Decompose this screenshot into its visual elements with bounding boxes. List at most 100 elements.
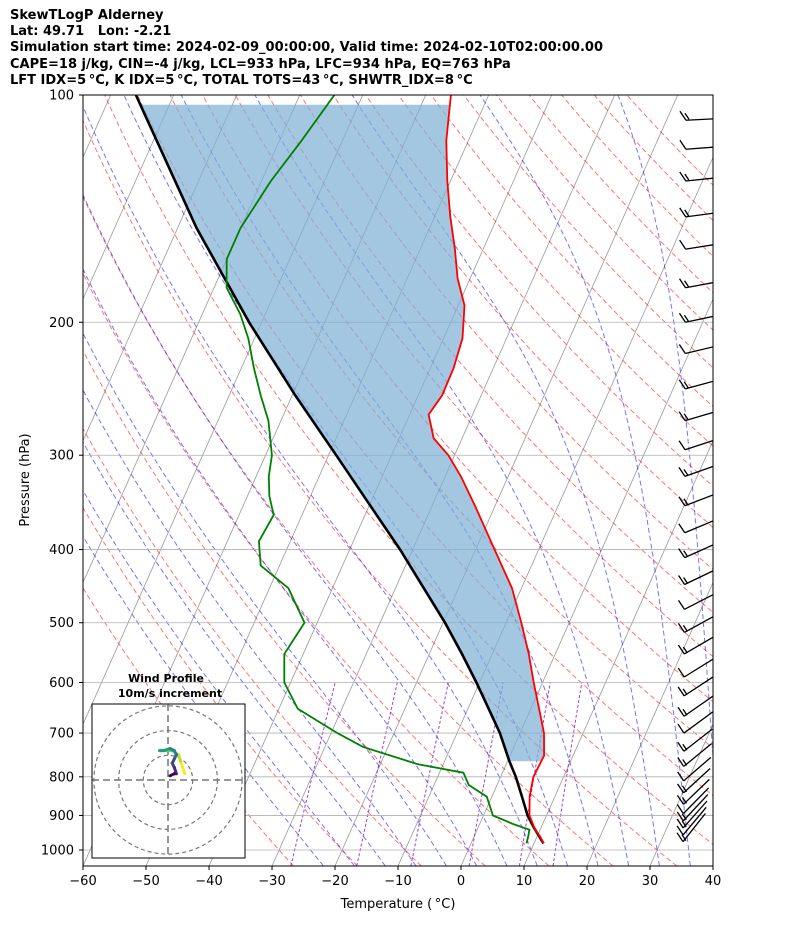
dry-adiabat-line	[104, 95, 713, 846]
wind-barb	[678, 439, 713, 451]
wind-barb	[678, 570, 713, 586]
moist-adiabat-line	[83, 389, 417, 866]
x-tick-label: 40	[705, 874, 722, 889]
x-tick-label: 20	[579, 874, 596, 889]
wind-barb	[677, 676, 713, 697]
isotherm-line	[83, 95, 238, 442]
dry-adiabat-line	[83, 119, 678, 866]
y-tick-label: 800	[49, 770, 74, 785]
isotherm-line	[712, 865, 713, 866]
wind-barb	[677, 768, 711, 794]
y-tick-label: 400	[49, 543, 74, 558]
wind-barb	[679, 171, 713, 182]
x-tick-label: −30	[258, 874, 285, 889]
y-tick-label: 100	[49, 89, 74, 104]
wind-barb	[679, 139, 713, 150]
moist-adiabat-lines	[83, 95, 713, 866]
hodograph-trace	[158, 747, 187, 778]
hodograph-frame	[91, 703, 246, 859]
wind-barb	[678, 278, 713, 289]
isotherm-line	[83, 95, 175, 301]
isotherm-line	[649, 723, 713, 866]
dry-adiabat-line	[593, 95, 713, 222]
wind-barb	[676, 813, 706, 843]
y-tick-label: 500	[49, 616, 74, 631]
wind-barb	[677, 711, 713, 734]
moist-adiabat-line	[254, 95, 630, 866]
y-tick-label: 200	[49, 316, 74, 331]
lat-lon-line: Lat: 49.71 Lon: -2.21	[10, 24, 172, 40]
x-tick-label: −40	[195, 874, 222, 889]
y-tick-label: 700	[49, 727, 74, 742]
x-axis-ticks: −60 −50 −40 −30 −20 −10 0 10 20 30 40	[69, 866, 721, 889]
wind-barb	[677, 658, 713, 678]
wind-barb	[676, 787, 710, 815]
x-tick-label: −60	[69, 874, 96, 889]
hodograph-subtitle: 10m/s increment	[118, 687, 222, 700]
x-tick-label: 0	[457, 874, 465, 889]
x-axis-label: Temperature ( °C)	[340, 897, 456, 912]
x-tick-label: −50	[132, 874, 159, 889]
wind-barb	[678, 379, 713, 390]
wind-barb	[678, 411, 713, 422]
plot-area	[83, 95, 794, 866]
wind-barb	[677, 615, 713, 633]
wind-barb	[678, 544, 713, 559]
wind-barb	[677, 593, 713, 610]
y-tick-label: 300	[49, 449, 74, 464]
isotherm-line	[334, 95, 679, 866]
mixing-ratio-line	[290, 682, 336, 866]
moist-adiabat-line	[83, 332, 447, 866]
parcel-profile-line	[134, 95, 545, 845]
hodograph-inset: Wind Profile 10m/s increment	[91, 672, 246, 859]
wind-barb	[676, 806, 707, 836]
y-tick-label: 1000	[41, 844, 74, 859]
cape-fill-area	[140, 104, 545, 762]
wind-barb	[678, 520, 713, 534]
moist-adiabat-line	[83, 105, 538, 866]
wind-barb	[678, 465, 713, 478]
time-line: Simulation start time: 2024-02-09_00:00:…	[10, 40, 603, 56]
x-tick-label: 10	[516, 874, 533, 889]
wind-barb	[676, 794, 709, 822]
x-tick-label: −10	[384, 874, 411, 889]
y-axis-label: Pressure (hPa)	[18, 433, 33, 526]
isotherm-line	[776, 95, 794, 866]
wind-barb	[679, 239, 713, 250]
wind-barb	[677, 636, 713, 655]
moist-adiabat-line	[83, 193, 508, 866]
moist-adiabat-line	[83, 268, 478, 866]
temperature-line	[427, 95, 546, 844]
moist-adiabat-line	[479, 95, 691, 866]
moist-adiabat-line	[83, 441, 386, 866]
dry-adiabat-line	[83, 427, 422, 866]
hodograph-title: Wind Profile	[128, 672, 204, 685]
isotherm-line	[523, 439, 713, 866]
dry-adiabat-line	[365, 95, 713, 487]
dry-adiabat-line	[83, 587, 294, 866]
y-tick-label: 900	[49, 809, 74, 824]
wind-barb	[677, 743, 712, 767]
wind-barb	[676, 778, 710, 805]
x-tick-label: −20	[321, 874, 348, 889]
mixing-ratio-line	[410, 682, 449, 866]
y-tick-label: 600	[49, 676, 74, 691]
wind-barb	[677, 728, 713, 752]
mixing-ratio-line	[356, 682, 398, 866]
dry-adiabat-line	[332, 95, 713, 529]
x-tick-label: 30	[642, 874, 659, 889]
dry-adiabat-line	[83, 506, 358, 866]
dry-adiabat-line	[397, 95, 713, 447]
y-axis-ticks: 1000 900 800 700 600 500 400 300 200 100	[41, 89, 83, 859]
dry-adiabat-line	[626, 95, 713, 186]
wind-barb	[679, 207, 713, 218]
dewpoint-line	[225, 95, 531, 844]
isotherm-line	[586, 581, 713, 866]
dry-adiabat-line	[83, 349, 486, 866]
indices-line: LFT IDX=5 °C, K IDX=5 °C, TOTAL TOTS=43 …	[10, 72, 473, 88]
wind-barb	[676, 800, 708, 829]
wind-barb	[677, 695, 713, 717]
cape-line: CAPE=18 j/kg, CIN=-4 j/kg, LCL=933 hPa, …	[10, 56, 511, 72]
dry-adiabat-line	[300, 95, 713, 571]
chart-header: SkewTLogP Alderney Lat: 49.71 Lon: -2.21 S…	[10, 8, 603, 89]
